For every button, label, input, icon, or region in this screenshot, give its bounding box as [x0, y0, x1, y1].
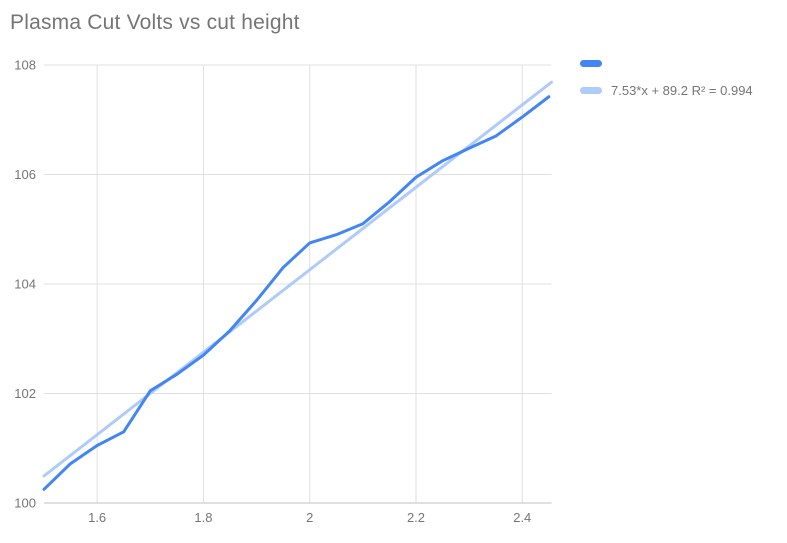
legend-item-series	[580, 50, 753, 77]
x-tick-label-2.4: 2.4	[513, 510, 531, 525]
x-tick-label-1.6: 1.6	[88, 510, 106, 525]
trendline-swatch-icon	[580, 87, 602, 94]
trendline-legend-label: 7.53*x + 89.2 R² = 0.994	[611, 83, 753, 98]
y-tick-label-102: 102	[14, 386, 36, 401]
x-tick-label-1.8: 1.8	[194, 510, 212, 525]
chart-title: Plasma Cut Volts vs cut height	[10, 11, 300, 34]
x-tick-label-2.2: 2.2	[407, 510, 425, 525]
legend: 7.53*x + 89.2 R² = 0.994	[580, 50, 753, 104]
trendline	[42, 80, 553, 478]
y-tick-label-104: 104	[14, 277, 36, 292]
x-tick-label-2: 2	[306, 510, 313, 525]
data-line	[42, 95, 551, 491]
y-tick-label-108: 108	[14, 58, 36, 73]
y-tick-label-106: 106	[14, 167, 36, 182]
series-swatch-icon	[580, 60, 602, 67]
legend-item-trendline: 7.53*x + 89.2 R² = 0.994	[580, 77, 753, 104]
y-tick-label-100: 100	[14, 496, 36, 511]
